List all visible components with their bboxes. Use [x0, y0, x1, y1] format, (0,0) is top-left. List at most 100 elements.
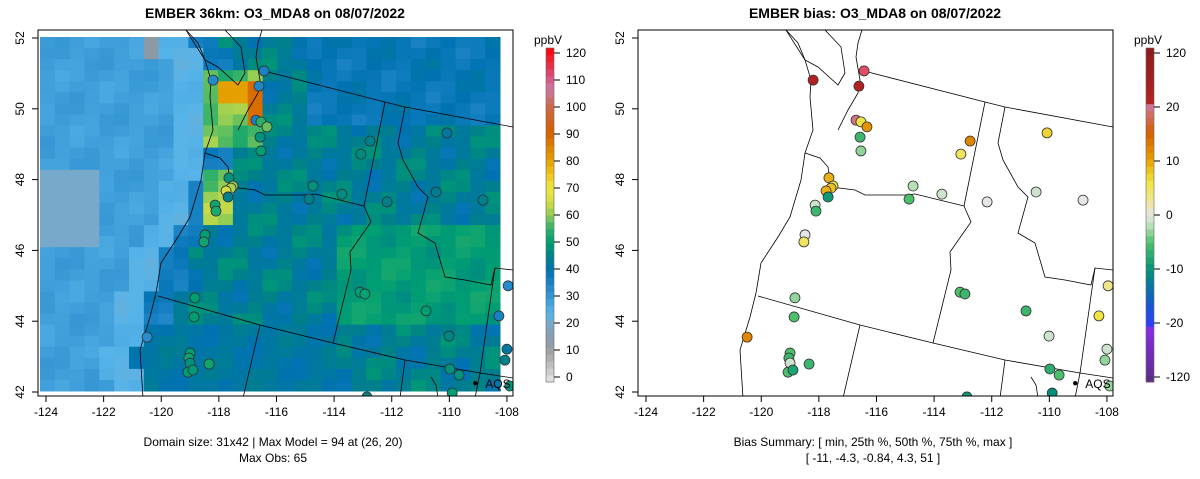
heatmap-cell	[381, 202, 397, 215]
heatmap-cell	[321, 169, 338, 182]
heatmap-cell	[40, 313, 56, 326]
heatmap-cell	[307, 346, 323, 359]
heatmap-cell	[40, 81, 56, 93]
heatmap-cell	[485, 291, 501, 303]
heatmap-cell	[173, 324, 189, 337]
colorbar-swatch	[1146, 326, 1154, 334]
heatmap-cell	[351, 202, 367, 215]
heatmap-cell	[247, 59, 264, 71]
heatmap-cell	[336, 280, 353, 292]
colorbar-swatch	[1146, 145, 1154, 153]
heatmap-cell	[203, 214, 219, 226]
heatmap-cell	[99, 103, 115, 115]
station-marker	[453, 369, 465, 381]
heatmap-cell	[114, 313, 130, 326]
aqs-dot	[473, 380, 478, 386]
heatmap-cell	[485, 357, 501, 370]
heatmap-cell	[232, 103, 249, 115]
canada-us-border	[263, 70, 513, 128]
colorbar-swatch	[1146, 375, 1154, 383]
heatmap-cell	[232, 280, 249, 292]
colorbar-swatch	[1146, 194, 1154, 202]
heatmap-cell	[54, 302, 71, 315]
heatmap-cell	[173, 313, 189, 326]
heatmap-cell	[485, 225, 501, 237]
heatmap-cell	[99, 269, 115, 281]
heatmap-cell	[455, 357, 471, 370]
heatmap-cell	[277, 258, 293, 270]
colorbar-swatch	[1146, 361, 1154, 369]
heatmap-cell	[485, 214, 501, 226]
heatmap-cell	[203, 247, 219, 259]
aqs-legend: AQS	[473, 377, 511, 391]
colorbar-swatch	[1146, 68, 1154, 77]
wa-or-border	[230, 186, 365, 207]
heatmap-cell	[470, 37, 486, 49]
heatmap-cell	[381, 59, 397, 71]
colorbar-swatch	[1146, 61, 1154, 70]
colorbar-swatch	[546, 48, 554, 56]
colorbar-swatch	[1146, 256, 1154, 265]
colorbar-swatch	[1146, 117, 1154, 126]
heatmap-cell	[40, 48, 56, 60]
heatmap-cell	[69, 59, 86, 71]
heatmap-cell	[381, 357, 397, 370]
heatmap-cell	[40, 225, 56, 237]
heatmap-cell	[381, 180, 397, 193]
heatmap-cell	[351, 225, 367, 237]
heatmap-cell	[262, 236, 278, 248]
heatmap-cell	[440, 324, 456, 337]
heatmap-cell	[307, 324, 323, 337]
heatmap-cell	[84, 247, 100, 259]
heatmap-cell	[410, 335, 427, 348]
heatmap-cell	[485, 125, 501, 138]
heatmap-cell	[455, 81, 471, 93]
heatmap-cell	[188, 114, 204, 126]
heatmap-cell	[292, 125, 308, 138]
heatmap-cell	[292, 158, 308, 171]
heatmap-cell	[321, 324, 338, 337]
heatmap-cell	[440, 136, 456, 149]
heatmap-cell	[54, 346, 71, 359]
heatmap-cell	[351, 379, 367, 392]
colorbar-swatch	[546, 221, 554, 230]
southern-42n-border	[157, 295, 513, 379]
heatmap-cell	[247, 379, 264, 392]
heatmap-cell	[114, 70, 130, 82]
colorbar-swatch	[1146, 208, 1154, 216]
heatmap-cell	[143, 225, 160, 237]
colorbar-swatch	[546, 333, 554, 341]
heatmap-cell	[129, 114, 145, 126]
colorbar-tick-label: 110	[566, 73, 585, 87]
heatmap-cell	[470, 269, 486, 281]
heatmap-cell	[440, 37, 456, 49]
wa-id-border	[332, 101, 386, 344]
station-marker	[420, 305, 432, 317]
heatmap-cell	[40, 280, 56, 292]
heatmap-cell	[470, 280, 486, 292]
heatmap-cell	[84, 191, 100, 204]
bias-panel: EMBER bias: O3_MDA8 on 08/07/2022 AQS -1…	[613, 5, 1190, 465]
heatmap-cell	[158, 247, 175, 259]
heatmap-cell	[351, 59, 367, 71]
heatmap-cell	[366, 37, 382, 49]
heatmap-cell	[40, 258, 56, 270]
heatmap-cell	[69, 114, 86, 126]
heatmap-cell	[440, 191, 456, 204]
aqs-legend: AQS	[1073, 377, 1111, 391]
station-marker	[441, 127, 453, 139]
heatmap-cell	[307, 291, 323, 303]
heatmap-cell	[351, 114, 367, 126]
heatmap-cell	[84, 335, 100, 348]
heatmap-cell	[69, 269, 86, 281]
heatmap-cell	[292, 269, 308, 281]
heatmap-cell	[40, 59, 56, 71]
heatmap-cell	[84, 280, 100, 292]
heatmap-cell	[54, 48, 71, 60]
y-tick-label: 42	[613, 385, 627, 399]
aqs-label: AQS	[1085, 377, 1110, 391]
heatmap-cell	[69, 236, 86, 248]
heatmap-cell	[114, 357, 130, 370]
heatmap-cell	[69, 379, 86, 392]
colorbar-swatch	[1146, 159, 1154, 167]
